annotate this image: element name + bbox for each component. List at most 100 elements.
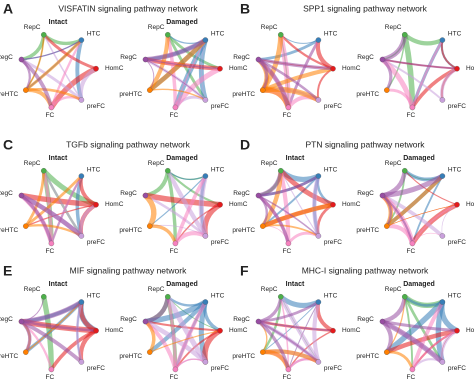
node-label: RegC — [357, 54, 374, 61]
node — [439, 359, 446, 365]
node — [78, 233, 85, 239]
edge — [75, 300, 83, 364]
node — [439, 173, 446, 179]
node — [23, 87, 29, 93]
condition-label: Intact — [286, 281, 305, 288]
node — [255, 192, 262, 199]
node-label: preFC — [87, 239, 105, 246]
node-label: preHTC — [0, 353, 18, 360]
node-label: HTC — [324, 292, 338, 299]
edge — [312, 173, 321, 239]
edge — [43, 34, 83, 101]
node — [93, 65, 99, 72]
node — [142, 192, 149, 199]
node — [202, 233, 209, 239]
network — [256, 168, 336, 246]
node — [217, 65, 223, 72]
edge — [386, 204, 458, 227]
edge — [440, 66, 459, 102]
condition-label: Damaged — [166, 281, 198, 288]
node — [315, 173, 322, 179]
node-label: RegC — [233, 190, 250, 197]
node-label: RepC — [261, 286, 278, 293]
edge — [257, 300, 320, 323]
node — [142, 318, 149, 325]
node-label: FC — [407, 248, 416, 255]
condition-label: Intact — [286, 155, 305, 162]
node-label: preHTC — [356, 227, 379, 234]
node — [23, 349, 29, 355]
node — [78, 359, 85, 365]
node-label: preHTC — [119, 353, 142, 360]
node — [147, 349, 153, 355]
node-label: preHTC — [356, 353, 379, 360]
node-label: HomC — [105, 65, 124, 72]
node-label: RepC — [385, 160, 402, 167]
edge — [78, 66, 98, 102]
node — [18, 192, 25, 199]
edge — [257, 194, 268, 228]
edge — [145, 59, 155, 91]
condition-label: Intact — [49, 19, 68, 26]
node-label: HomC — [342, 65, 361, 72]
edge — [24, 169, 46, 228]
edge — [380, 32, 408, 62]
network — [379, 31, 459, 111]
node — [78, 299, 85, 305]
condition-label: Intact — [49, 155, 68, 162]
edge — [287, 231, 320, 245]
edge — [410, 300, 445, 372]
edge — [173, 174, 208, 246]
node — [439, 233, 446, 239]
node — [93, 201, 99, 208]
node — [172, 240, 179, 247]
node — [285, 366, 292, 373]
panel-title: VISFATIN signaling pathway network — [58, 3, 198, 13]
node-label: FC — [407, 112, 416, 119]
node-label: preHTC — [119, 227, 142, 234]
node — [255, 318, 262, 325]
node — [402, 168, 408, 174]
node-label: FC — [407, 374, 416, 381]
edge — [174, 358, 207, 371]
edge — [143, 168, 170, 198]
node-label: HTC — [324, 30, 338, 37]
node-label: FC — [283, 374, 292, 381]
node-label: FC — [46, 248, 55, 255]
edge — [380, 57, 393, 92]
node — [142, 56, 149, 63]
node-label: FC — [170, 248, 179, 255]
node-label: HomC — [466, 327, 474, 334]
node-label: RegC — [233, 316, 250, 323]
edge — [280, 296, 290, 371]
edge — [24, 38, 83, 92]
node — [78, 173, 85, 179]
node-label: preFC — [448, 239, 466, 246]
panel-title: PTN signaling pathway network — [305, 139, 425, 149]
node-label: preFC — [211, 239, 229, 246]
edge — [312, 300, 321, 364]
node — [379, 192, 386, 199]
node — [202, 97, 209, 103]
condition-label: Damaged — [403, 281, 435, 288]
node — [202, 37, 209, 43]
node — [278, 294, 284, 300]
edge — [149, 330, 221, 353]
node-label: preHTC — [232, 353, 255, 360]
node — [255, 56, 262, 63]
node-label: FC — [46, 112, 55, 119]
node — [315, 97, 322, 103]
edge — [149, 88, 207, 101]
node-label: FC — [283, 248, 292, 255]
node — [330, 65, 336, 72]
node — [260, 223, 266, 229]
node-label: preFC — [211, 365, 229, 372]
node — [202, 173, 209, 179]
node — [18, 56, 25, 63]
edge — [278, 294, 321, 365]
edge — [288, 301, 319, 370]
edge — [411, 204, 458, 244]
node — [78, 37, 85, 43]
node-label: RegC — [233, 54, 250, 61]
edge — [19, 319, 32, 354]
